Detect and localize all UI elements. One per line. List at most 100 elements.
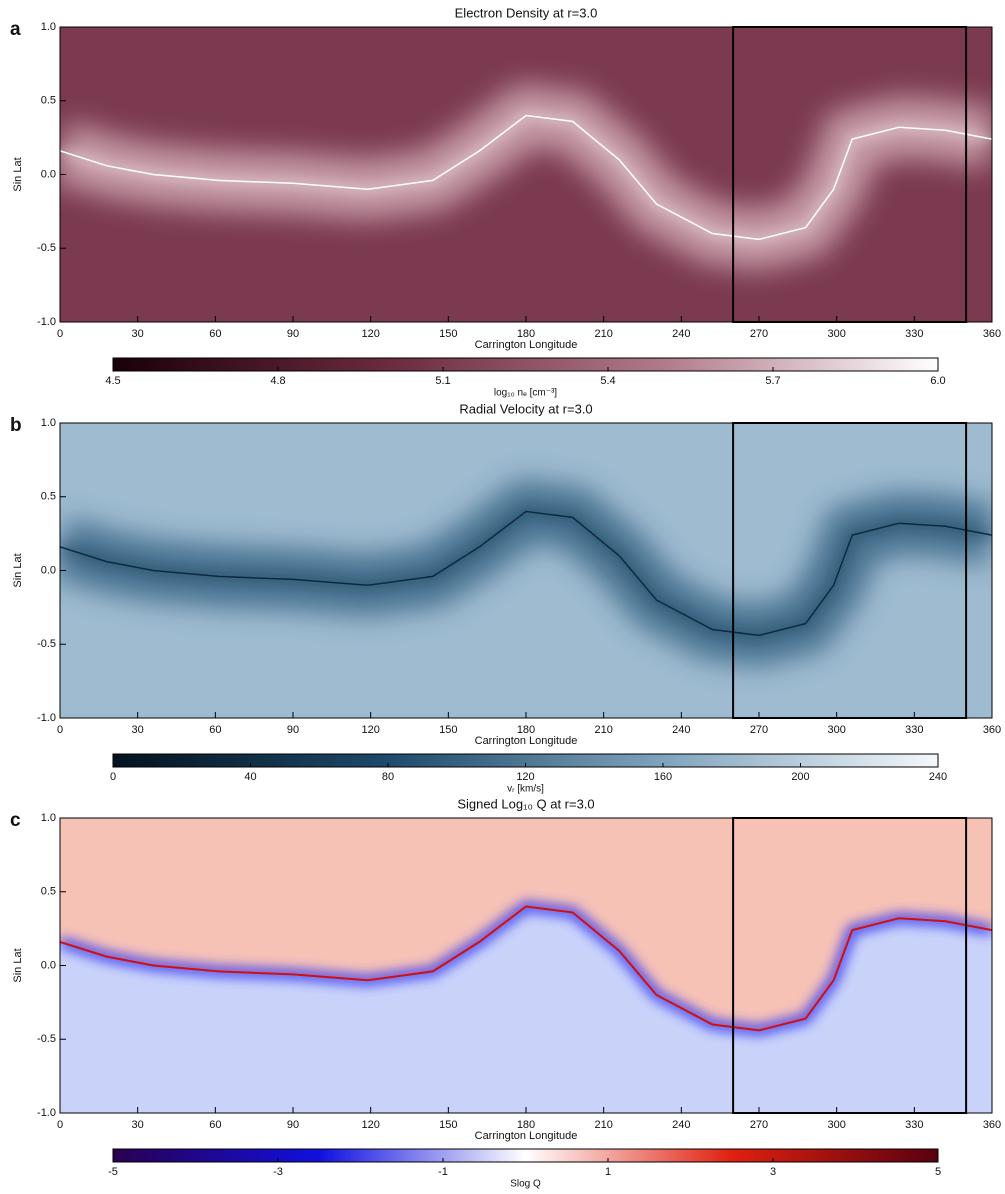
colorbar-label: log₁₀ nₑ [cm⁻³] <box>494 388 557 399</box>
chart-title: Radial Velocity at r=3.0 <box>459 401 592 416</box>
y-tick-label: -0.5 <box>37 242 56 254</box>
x-axis-label: Carrington Longitude <box>475 735 578 747</box>
colorbar-tick-label: 5.7 <box>765 375 780 387</box>
x-tick-label: 240 <box>672 1119 690 1131</box>
x-tick-label: 0 <box>57 724 63 736</box>
colorbar-tick-label: 5 <box>935 1166 941 1178</box>
colorbar-tick-label: 240 <box>929 771 947 783</box>
y-tick-label: 0.0 <box>41 564 56 576</box>
x-tick-label: 150 <box>439 1119 457 1131</box>
y-tick-label: -1.0 <box>37 1107 56 1119</box>
x-tick-label: 30 <box>132 724 144 736</box>
sheet-line <box>60 114 992 241</box>
y-axis-label: Sin Lat <box>12 948 24 982</box>
colorbar-tick-label: 1 <box>605 1166 611 1178</box>
x-tick-label: 210 <box>594 724 612 736</box>
colorbar <box>112 357 939 372</box>
x-tick-label: 120 <box>361 1119 379 1131</box>
x-tick-label: 90 <box>287 328 299 340</box>
colorbar-tick-label: 0 <box>110 771 116 783</box>
colorbar-tick-label: 4.5 <box>105 375 120 387</box>
y-tick-label: -0.5 <box>37 638 56 650</box>
y-tick-label: -1.0 <box>37 316 56 328</box>
x-tick-label: 0 <box>57 328 63 340</box>
x-tick-label: 360 <box>983 328 1001 340</box>
x-axis-label: Carrington Longitude <box>475 1130 578 1142</box>
colorbar-tick-label: 200 <box>791 771 809 783</box>
x-tick-label: 300 <box>827 1119 845 1131</box>
x-tick-label: 360 <box>983 1119 1001 1131</box>
panel-letter: c <box>10 810 21 831</box>
colorbar-label: vᵣ [km/s] <box>507 784 544 795</box>
panel-letter: a <box>10 19 21 40</box>
colorbar-tick-label: 120 <box>516 771 534 783</box>
colorbar-tick-label: -3 <box>273 1166 283 1178</box>
x-axis-label: Carrington Longitude <box>475 339 578 351</box>
x-tick-label: 120 <box>361 328 379 340</box>
colorbar-tick-label: 80 <box>382 771 394 783</box>
sheet-line <box>60 510 992 637</box>
x-tick-label: 60 <box>209 328 221 340</box>
colorbar-tick-label: -1 <box>438 1166 448 1178</box>
x-tick-label: 330 <box>905 1119 923 1131</box>
x-tick-label: 90 <box>287 724 299 736</box>
y-tick-label: 0.5 <box>41 95 56 107</box>
x-tick-label: 270 <box>750 328 768 340</box>
sheet-line <box>60 905 992 1032</box>
y-tick-label: 1.0 <box>41 812 56 824</box>
colorbar <box>112 1148 939 1163</box>
x-tick-label: 180 <box>517 724 535 736</box>
panel-letter: b <box>10 415 22 436</box>
heatmap <box>60 423 992 718</box>
x-tick-label: 330 <box>905 724 923 736</box>
highlight-box <box>732 817 968 1114</box>
x-tick-label: 150 <box>439 328 457 340</box>
y-axis-label: Sin Lat <box>12 157 24 191</box>
chart-title: Electron Density at r=3.0 <box>455 5 598 20</box>
y-tick-label: 0.5 <box>41 886 56 898</box>
colorbar-label: Slog Q <box>510 1179 541 1190</box>
x-tick-label: 210 <box>594 1119 612 1131</box>
positive-region <box>60 818 992 1031</box>
heatmap <box>60 27 992 322</box>
highlight-box <box>732 26 968 323</box>
heatmap <box>60 818 992 1113</box>
chart-title: Signed Log₁₀ Q at r=3.0 <box>457 796 594 811</box>
x-tick-label: 30 <box>132 328 144 340</box>
y-tick-label: -1.0 <box>37 712 56 724</box>
y-axis-label: Sin Lat <box>12 553 24 587</box>
colorbar-tick-label: 3 <box>770 1166 776 1178</box>
y-tick-label: 1.0 <box>41 417 56 429</box>
highlight-box <box>732 422 968 719</box>
colorbar-tick-label: 5.4 <box>600 375 615 387</box>
x-tick-label: 0 <box>57 1119 63 1131</box>
y-tick-label: 0.0 <box>41 959 56 971</box>
x-tick-label: 300 <box>827 328 845 340</box>
x-tick-label: 270 <box>750 1119 768 1131</box>
y-tick-label: 1.0 <box>41 21 56 33</box>
y-tick-label: -0.5 <box>37 1033 56 1045</box>
x-tick-label: 330 <box>905 328 923 340</box>
x-tick-label: 90 <box>287 1119 299 1131</box>
x-tick-label: 150 <box>439 724 457 736</box>
x-tick-label: 240 <box>672 328 690 340</box>
y-tick-label: 0.0 <box>41 168 56 180</box>
x-tick-label: 210 <box>594 328 612 340</box>
colorbar-tick-label: 4.8 <box>270 375 285 387</box>
x-tick-label: 30 <box>132 1119 144 1131</box>
x-tick-label: 60 <box>209 724 221 736</box>
colorbar-tick-label: 160 <box>654 771 672 783</box>
colorbar-tick-label: 5.1 <box>435 375 450 387</box>
x-tick-label: 240 <box>672 724 690 736</box>
x-tick-label: 60 <box>209 1119 221 1131</box>
x-tick-label: 270 <box>750 724 768 736</box>
x-tick-label: 300 <box>827 724 845 736</box>
x-tick-label: 180 <box>517 328 535 340</box>
colorbar-tick-label: -5 <box>108 1166 118 1178</box>
colorbar-tick-label: 40 <box>244 771 256 783</box>
x-tick-label: 360 <box>983 724 1001 736</box>
x-tick-label: 120 <box>361 724 379 736</box>
y-tick-label: 0.5 <box>41 491 56 503</box>
colorbar-tick-label: 6.0 <box>930 375 945 387</box>
